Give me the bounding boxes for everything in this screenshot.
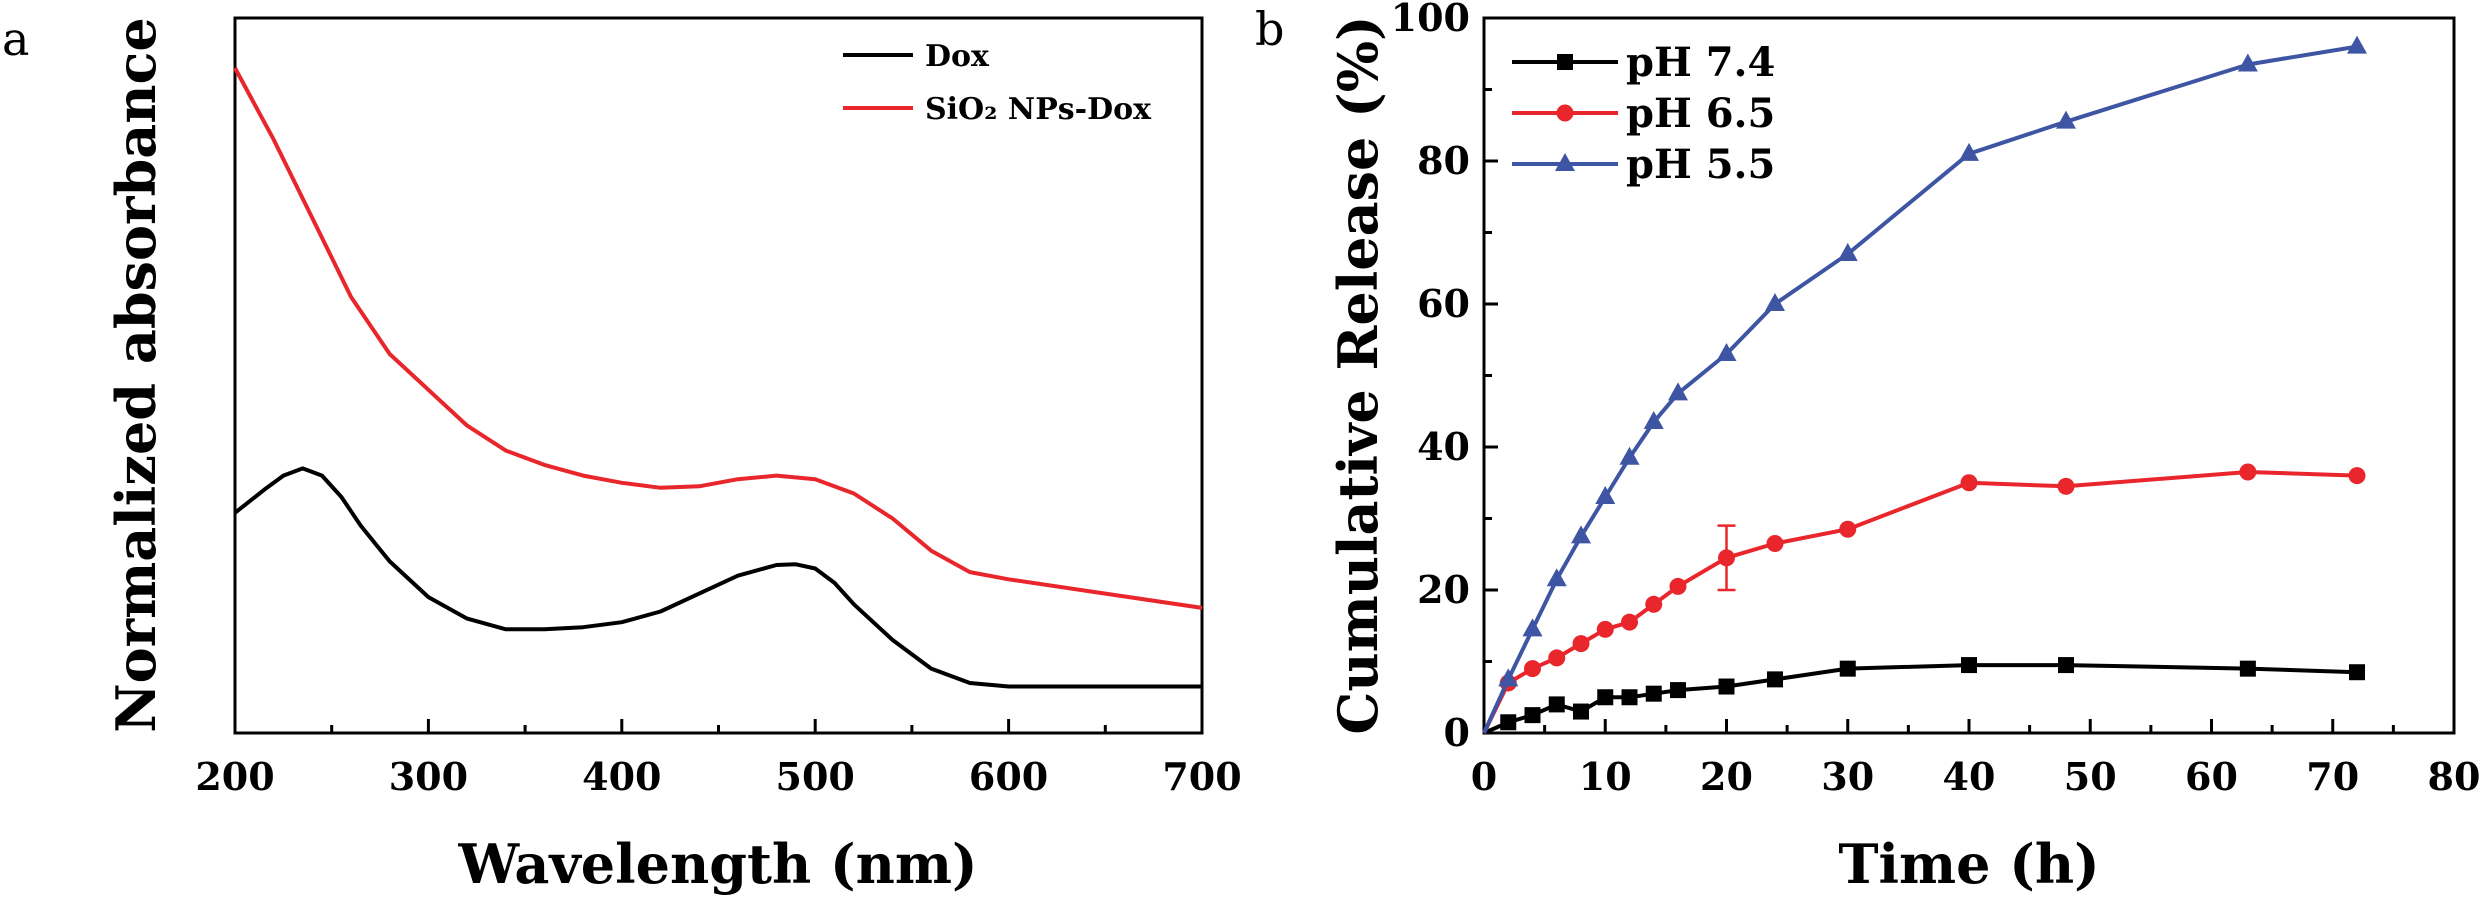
data-point-ph-6-5 [1669,577,1687,595]
data-point-ph-5-5 [1716,343,1737,362]
data-point-ph-6-5 [1839,520,1857,538]
data-point-ph-5-5 [2237,53,2258,72]
data-point-ph-7-4 [1597,689,1614,706]
panel-a-x-tick-labels: 200 300 400 500 600 700 [195,754,1241,799]
panel-b-x-tick-label: 80 [2428,754,2481,799]
panel-b-y-tick-label: 100 [1391,0,1470,40]
data-point-ph-7-4 [1573,703,1589,720]
panel-b-y-tick-label: 40 [1417,424,1470,469]
data-point-ph-7-4 [1839,660,1856,677]
series-line-ph-5-5 [1482,44,2358,734]
data-point-ph-5-5 [1522,618,1543,637]
data-point-ph-6-5 [1645,595,1663,613]
data-point-ph-5-5 [2347,35,2367,54]
panel-b-x-tick-label: 40 [1943,754,1996,799]
data-point-ph-6-5 [1718,549,1735,567]
panel-a-y-axis-title: Normalized absorbance [104,17,168,732]
data-point-ph-7-4 [1548,696,1565,713]
panel-b-x-tick-label: 30 [1821,754,1874,799]
data-point-ph-6-5 [1960,474,1978,492]
data-point-ph-5-5 [1837,242,1858,261]
data-point-ph-7-4 [2058,657,2074,674]
legend-label-sio2-nps-dox: SiO₂ NPs-Dox [925,92,1152,127]
data-point-ph-5-5 [1765,293,1785,311]
series-line-sio-nps-dox [233,67,1203,610]
legend-marker-ph-6-5 [1556,104,1574,122]
panel-a-letter: a [2,12,29,66]
panel-b-x-tick-label: 50 [2064,754,2117,799]
series-ph-5-5 [1482,35,2367,734]
series-ph-7-4 [1483,657,2365,735]
data-point-ph-5-5 [1546,568,1567,587]
data-point-ph-6-5 [1524,660,1541,678]
panel-a-legend: Dox SiO₂ NPs-Dox [843,39,1152,127]
panel-b-y-tick-label: 60 [1417,281,1470,326]
data-point-ph-7-4 [1645,685,1662,702]
panel-b-x-tick-label: 60 [2185,754,2238,799]
data-point-ph-5-5 [1619,446,1640,465]
data-point-ph-6-5 [2057,477,2075,495]
legend-marker-ph-7-4 [1557,54,1573,70]
data-point-ph-6-5 [1766,535,1784,553]
panel-a-x-axis-title: Wavelength (nm) [457,832,977,896]
panel-b-letter: b [1255,2,1284,56]
panel-b-ticks [1482,16,2456,735]
panel-b-series [1482,35,2367,735]
panel-b-x-tick-label: 10 [1579,754,1632,799]
data-point-ph-6-5 [1548,649,1566,667]
data-point-ph-6-5 [2239,463,2257,481]
data-point-ph-6-5 [1621,613,1638,631]
data-point-ph-5-5 [1498,668,1519,687]
data-point-ph-6-5 [1596,620,1614,638]
panel-b-x-tick-label: 70 [2306,754,2359,799]
legend-label-dox: Dox [925,39,990,74]
series-ph-6-5 [1482,463,2366,734]
panel-a-x-ticks [233,719,1204,733]
series-line-ph-7-4 [1483,663,2358,735]
panel-b-tick-labels: 0 10 20 30 40 50 60 70 80 0 20 40 60 80 100 [1391,0,2481,799]
panel-a-x-tick-label: 300 [389,754,468,799]
legend-label-ph-5-5: pH 5.5 [1626,141,1775,188]
data-point-ph-7-4 [1524,707,1541,724]
panel-a-x-tick-label: 200 [195,754,274,799]
data-point-ph-6-5 [1572,635,1590,653]
data-point-ph-5-5 [1668,382,1688,401]
panel-a-x-tick-label: 400 [582,754,661,799]
panel-b-y-tick-label: 0 [1444,710,1470,755]
panel-a-x-tick-label: 600 [969,754,1048,799]
data-point-ph-7-4 [1670,682,1686,699]
data-point-ph-5-5 [1643,410,1664,429]
panel-a-x-tick-label: 700 [1162,754,1241,799]
legend-marker-ph-5-5 [1555,153,1575,171]
data-point-ph-7-4 [1961,657,1977,674]
panel-b-legend: pH 7.4pH 6.5pH 5.5 [1512,39,1775,188]
panel-b-y-tick-label: 20 [1417,567,1470,612]
data-point-ph-7-4 [1500,714,1517,731]
data-point-ph-5-5 [1959,142,1979,161]
panel-a-series [233,67,1203,689]
data-point-ph-7-4 [1621,689,1638,706]
series-line-dox [233,466,1202,689]
legend-label-ph-6-5: pH 6.5 [1626,90,1775,137]
series-line-ph-6-5 [1482,470,2358,734]
data-point-ph-7-4 [2239,660,2256,677]
data-point-ph-7-4 [2349,664,2365,681]
data-point-ph-6-5 [2348,467,2366,485]
legend-label-ph-7-4: pH 7.4 [1626,39,1775,86]
data-point-ph-5-5 [2056,110,2076,129]
panel-b-y-tick-label: 80 [1417,138,1470,183]
panel-b-x-axis-title: Time (h) [1838,832,2099,896]
panel-a: a 200 300 400 500 600 700 Dox SiO₂ NPs-Dox No… [2,12,1242,896]
data-point-ph-5-5 [1595,486,1616,505]
data-point-ph-7-4 [1718,678,1735,695]
data-point-ph-5-5 [1571,525,1591,544]
data-point-ph-7-4 [1767,671,1783,688]
panel-b-y-axis-title: Cumulative Release (%) [1326,15,1390,734]
panel-a-x-tick-label: 500 [776,754,855,799]
panel-b-x-tick-label: 20 [1700,754,1753,799]
panel-b-x-tick-label: 0 [1471,754,1497,799]
